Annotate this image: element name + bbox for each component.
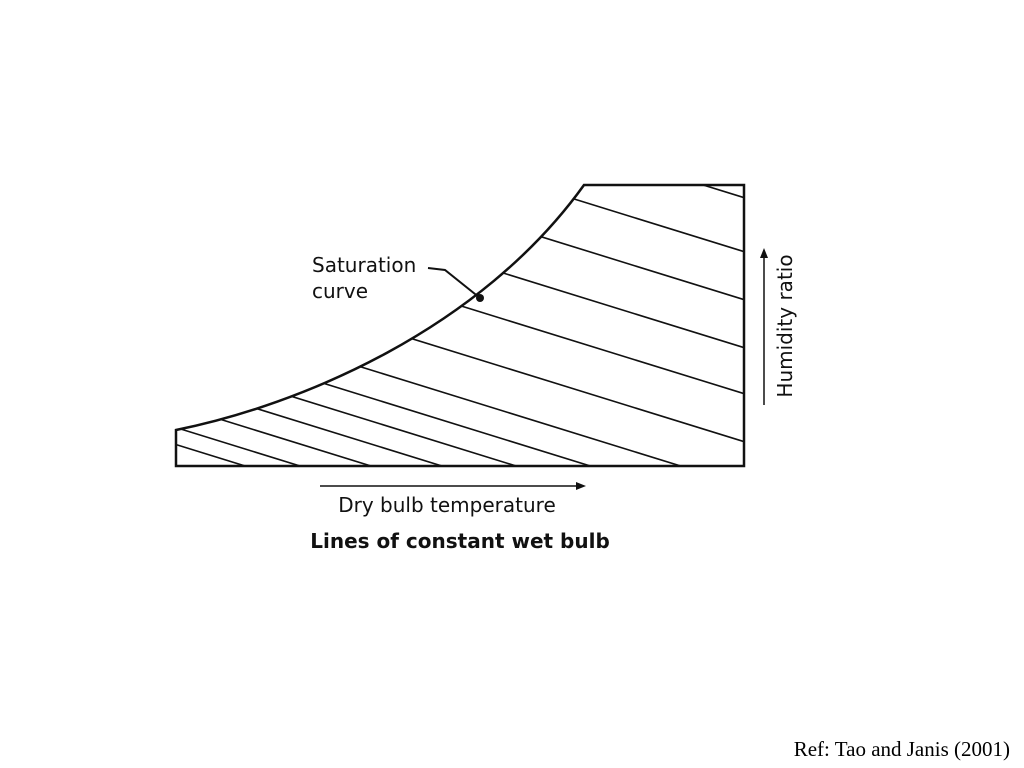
y-axis-label: Humidity ratio	[773, 254, 797, 397]
curve-label: curve	[312, 279, 368, 303]
x-arrowhead	[576, 482, 586, 490]
reference: Ref: Tao and Janis (2001)	[794, 737, 1010, 761]
leader-line	[427, 267, 481, 299]
curve-label: Saturation	[312, 253, 416, 277]
chart-region	[174, 183, 746, 468]
x-axis-label: Dry bulb temperature	[338, 493, 556, 517]
y-arrowhead	[760, 248, 768, 258]
caption: Lines of constant wet bulb	[310, 529, 610, 553]
curve-point	[476, 294, 484, 302]
